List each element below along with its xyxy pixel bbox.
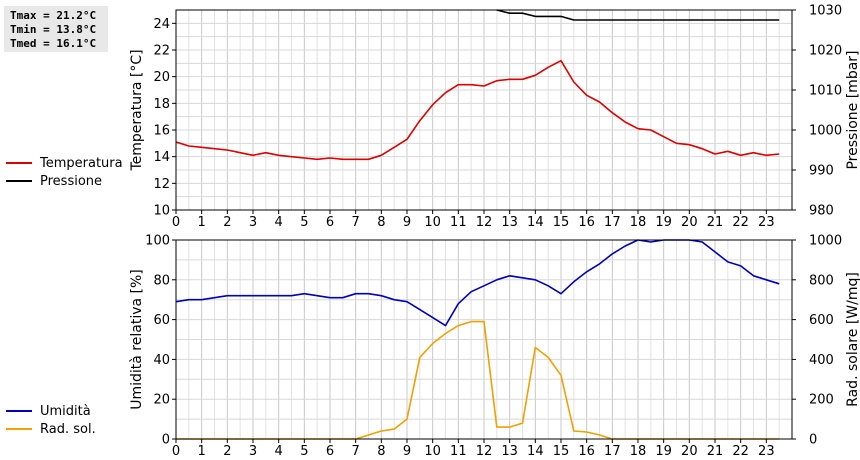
- panel1-xtick-label: 15: [553, 215, 570, 230]
- panel2-xtick-label: 11: [450, 444, 467, 459]
- panel2-xtick-label: 22: [732, 444, 749, 459]
- legend-swatch-rad-sol: [6, 428, 32, 430]
- panel1-xtick-label: 18: [630, 215, 647, 230]
- panel1-series-temperatura: [175, 59, 780, 161]
- panel1-y2tick-label: 980: [809, 204, 834, 219]
- panel2-xtick-label: 9: [403, 444, 411, 459]
- panel2-xtick-label: 2: [223, 444, 231, 459]
- stat-tmin: Tmin = 13.8°C: [10, 23, 97, 36]
- panel1-xtick-label: 19: [655, 215, 672, 230]
- panel1-ytick-label: 18: [153, 97, 170, 112]
- stat-tmax: Tmax = 21.2°C: [10, 9, 97, 22]
- panel2-xtick-label: 0: [172, 444, 180, 459]
- panel2-ytick-label: 0: [162, 433, 170, 448]
- panel2-y2tick-label: 0: [809, 433, 817, 448]
- panel2-xtick-label: 23: [758, 444, 775, 459]
- panel1-xtick-label: 16: [578, 215, 595, 230]
- panel1-ytick-label: 16: [153, 124, 170, 139]
- legend-top: Temperatura Pressione: [6, 154, 123, 190]
- legend-swatch-temperatura: [6, 162, 32, 164]
- panel2-xtick-label: 19: [655, 444, 672, 459]
- panel1-y2tick-label: 1000: [809, 124, 842, 139]
- panel2-xtick-label: 13: [501, 444, 518, 459]
- panel2-xtick-label: 12: [476, 444, 493, 459]
- panel2-xtick-label: 20: [681, 444, 698, 459]
- legend-label-rad-sol: Rad. sol.: [40, 421, 96, 437]
- panel1-xtick-label: 10: [424, 215, 441, 230]
- panel1-y2tick-label: 1020: [809, 44, 842, 59]
- panel1-series-pressione: [496, 9, 780, 21]
- legend-swatch-pressione: [6, 180, 32, 182]
- legend-label-temperatura: Temperatura: [40, 155, 123, 171]
- panel1-xtick-label: 0: [172, 215, 180, 230]
- panel2-xtick-label: 1: [198, 444, 206, 459]
- panel2-xtick-label: 16: [578, 444, 595, 459]
- panel2-xtick-label: 3: [249, 444, 257, 459]
- panel2-ytick-label: 80: [153, 273, 170, 288]
- panel2-xtick-label: 15: [553, 444, 570, 459]
- panel2-xtick-label: 6: [326, 444, 334, 459]
- panel2-xtick-label: 8: [377, 444, 385, 459]
- panel1-xtick-label: 21: [707, 215, 724, 230]
- panel2-ytick-label: 20: [153, 393, 170, 408]
- panel1-y2label: Pressione [mbar]: [845, 50, 860, 169]
- panel2-y2tick-label: 600: [809, 313, 834, 328]
- legend-item-umidita: Umidità: [6, 402, 96, 420]
- panel1-ytick-label: 10: [153, 204, 170, 219]
- panel1-ytick-label: 20: [153, 70, 170, 85]
- panel1-ytick-label: 24: [153, 17, 170, 32]
- panel1-xtick-label: 5: [300, 215, 308, 230]
- panel1-xtick-label: 14: [527, 215, 544, 230]
- panel1-xtick-label: 4: [275, 215, 283, 230]
- legend-label-umidita: Umidità: [40, 403, 91, 419]
- panel2-ytick-label: 40: [153, 353, 170, 368]
- panel2-y2tick-label: 400: [809, 353, 834, 368]
- legend-bottom: Umidità Rad. sol.: [6, 402, 96, 438]
- panel1-xtick-label: 7: [352, 215, 360, 230]
- panel1-xtick-label: 13: [501, 215, 518, 230]
- panel1-xtick-label: 20: [681, 215, 698, 230]
- legend-swatch-umidita: [6, 410, 32, 412]
- panel2-xtick-label: 7: [352, 444, 360, 459]
- panel2-xtick-label: 5: [300, 444, 308, 459]
- panel1-xtick-label: 6: [326, 215, 334, 230]
- panel1-ylabel: Temperatura [°C]: [129, 49, 145, 171]
- panel1-xtick-label: 17: [604, 215, 621, 230]
- panel2-xtick-label: 17: [604, 444, 621, 459]
- legend-item-temperatura: Temperatura: [6, 154, 123, 172]
- panel2-xtick-label: 18: [630, 444, 647, 459]
- panel2-xtick-label: 14: [527, 444, 544, 459]
- panel2-y2label: Rad. solare [W/mq]: [845, 272, 860, 407]
- legend-item-rad-sol: Rad. sol.: [6, 420, 96, 438]
- panel1-y2tick-label: 1030: [809, 4, 842, 19]
- panel2-xtick-label: 4: [275, 444, 283, 459]
- panel1-xtick-label: 22: [732, 215, 749, 230]
- panel1-xtick-label: 8: [377, 215, 385, 230]
- panel1-xtick-label: 11: [450, 215, 467, 230]
- legend-item-pressione: Pressione: [6, 172, 123, 190]
- panel1-xtick-label: 2: [223, 215, 231, 230]
- panel2-xtick-label: 21: [707, 444, 724, 459]
- stat-tmed: Tmed = 16.1°C: [10, 37, 97, 50]
- panel1-xtick-label: 3: [249, 215, 257, 230]
- panel2-y2tick-label: 200: [809, 393, 834, 408]
- panel1-y2tick-label: 990: [809, 164, 834, 179]
- panel1-ytick-label: 22: [153, 44, 170, 59]
- panel2-ytick-label: 100: [145, 234, 170, 249]
- panel1-xtick-label: 23: [758, 215, 775, 230]
- panel1-xtick-label: 9: [403, 215, 411, 230]
- panel1-ytick-label: 14: [153, 150, 170, 165]
- panel1-y2tick-label: 1010: [809, 84, 842, 99]
- panel1-ytick-label: 12: [153, 177, 170, 192]
- panel2-y2tick-label: 1000: [809, 234, 842, 249]
- stats-box: Tmax = 21.2°C Tmin = 13.8°C Tmed = 16.1°…: [4, 6, 108, 52]
- legend-label-pressione: Pressione: [40, 173, 103, 189]
- panel2-y2tick-label: 800: [809, 273, 834, 288]
- panel1-xtick-label: 1: [198, 215, 206, 230]
- panel2-ylabel: Umidità relativa [%]: [129, 269, 145, 410]
- panel2-xtick-label: 10: [424, 444, 441, 459]
- panel2-ytick-label: 60: [153, 313, 170, 328]
- panel1-xtick-label: 12: [476, 215, 493, 230]
